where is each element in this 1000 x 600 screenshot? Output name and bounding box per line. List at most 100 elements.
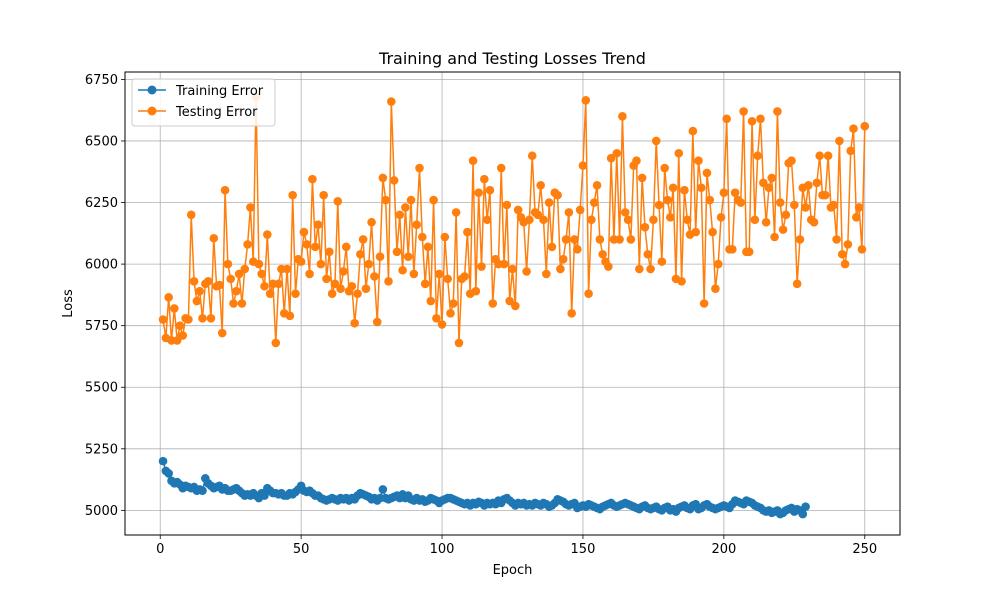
testing-error-point	[499, 259, 509, 269]
testing-error-point	[474, 188, 483, 197]
testing-error-point	[536, 180, 545, 190]
testing-error-point	[443, 274, 452, 284]
testing-error-point	[333, 197, 343, 206]
testing-error-point	[451, 208, 461, 217]
training-error-point	[378, 485, 388, 494]
testing-error-point	[578, 161, 588, 170]
testing-error-point	[389, 176, 399, 185]
testing-error-point	[570, 235, 579, 244]
testing-error-point	[505, 296, 514, 306]
testing-error-point	[186, 210, 196, 220]
testing-error-point	[598, 249, 607, 259]
testing-error-point	[747, 116, 757, 126]
y-tick-label: 6250	[85, 196, 118, 211]
testing-error-point	[857, 245, 867, 254]
testing-error-series	[158, 92, 870, 348]
testing-error-point	[778, 225, 788, 234]
testing-error-point	[702, 168, 712, 178]
testing-error-point	[488, 299, 498, 308]
testing-error-point	[319, 190, 328, 200]
testing-error-point	[384, 277, 393, 286]
testing-error-point	[840, 259, 850, 269]
testing-error-point	[330, 279, 340, 289]
testing-error-point	[775, 198, 785, 207]
testing-error-point	[643, 249, 653, 259]
testing-error-point	[175, 321, 185, 330]
testing-error-point	[626, 235, 636, 244]
testing-error-point	[471, 286, 481, 296]
testing-error-point	[860, 121, 870, 131]
testing-error-point	[832, 235, 841, 244]
training-error-point	[798, 509, 808, 519]
testing-error-point	[378, 173, 388, 183]
x-tick-label: 0	[156, 542, 164, 557]
testing-error-point	[612, 148, 622, 158]
testing-error-point	[460, 272, 469, 281]
testing-error-point	[370, 272, 379, 281]
testing-error-point	[327, 289, 337, 298]
testing-error-point	[322, 274, 331, 284]
testing-error-point	[835, 136, 844, 146]
testing-error-point	[770, 232, 779, 242]
legend-testing-label: Testing Error	[175, 105, 258, 120]
testing-error-point	[651, 136, 661, 146]
testing-error-point	[815, 151, 824, 161]
training-error-point	[164, 469, 173, 478]
testing-error-point	[206, 313, 216, 323]
testing-error-point	[854, 203, 864, 212]
x-tick-label: 100	[430, 542, 455, 557]
testing-error-point	[567, 309, 576, 318]
testing-error-point	[375, 252, 385, 262]
testing-error-point	[623, 215, 633, 225]
testing-error-point	[482, 215, 492, 225]
testing-error-point	[674, 148, 684, 158]
testing-error-point	[285, 311, 295, 321]
testing-error-point	[761, 217, 771, 227]
testing-error-point	[637, 173, 647, 183]
testing-error-point	[240, 264, 250, 274]
testing-error-point	[635, 264, 644, 274]
y-tick-label: 6000	[85, 258, 118, 273]
x-axis-label: Epoch	[493, 563, 533, 578]
testing-error-point	[282, 264, 292, 274]
testing-error-point	[291, 289, 300, 298]
testing-error-point	[299, 227, 309, 237]
plot-frame	[124, 71, 901, 536]
testing-error-point	[313, 220, 323, 229]
testing-error-point	[437, 320, 447, 329]
testing-error-point	[243, 240, 252, 249]
testing-error-point	[792, 279, 802, 289]
testing-error-point	[843, 240, 853, 249]
testing-error-point	[654, 200, 664, 210]
testing-error-point	[708, 227, 717, 237]
testing-error-point	[353, 289, 362, 298]
testing-error-point	[485, 185, 495, 195]
testing-error-point	[716, 213, 726, 222]
testing-error-point	[403, 252, 413, 262]
testing-error-point	[781, 210, 791, 220]
testing-error-point	[764, 183, 774, 193]
testing-error-point	[790, 200, 799, 210]
x-tick-label: 200	[711, 542, 736, 557]
testing-error-point	[592, 180, 602, 190]
testing-error-point	[821, 190, 830, 200]
testing-error-point	[801, 203, 810, 212]
testing-error-point	[533, 210, 543, 220]
testing-error-point	[423, 242, 433, 252]
testing-error-point	[387, 97, 396, 106]
testing-error-point	[395, 210, 405, 220]
testing-error-point	[846, 146, 855, 156]
testing-error-point	[527, 151, 537, 161]
testing-error-point	[308, 174, 317, 184]
testing-error-point	[446, 309, 455, 318]
testing-error-point	[316, 259, 326, 269]
testing-error-point	[364, 259, 374, 269]
training-error-point	[260, 491, 269, 500]
testing-error-point	[426, 296, 436, 306]
testing-error-point	[440, 232, 450, 242]
testing-error-point	[564, 208, 574, 217]
testing-error-point	[215, 280, 224, 290]
testing-error-point	[682, 215, 692, 225]
testing-error-point	[604, 262, 613, 271]
testing-error-point	[367, 217, 376, 227]
